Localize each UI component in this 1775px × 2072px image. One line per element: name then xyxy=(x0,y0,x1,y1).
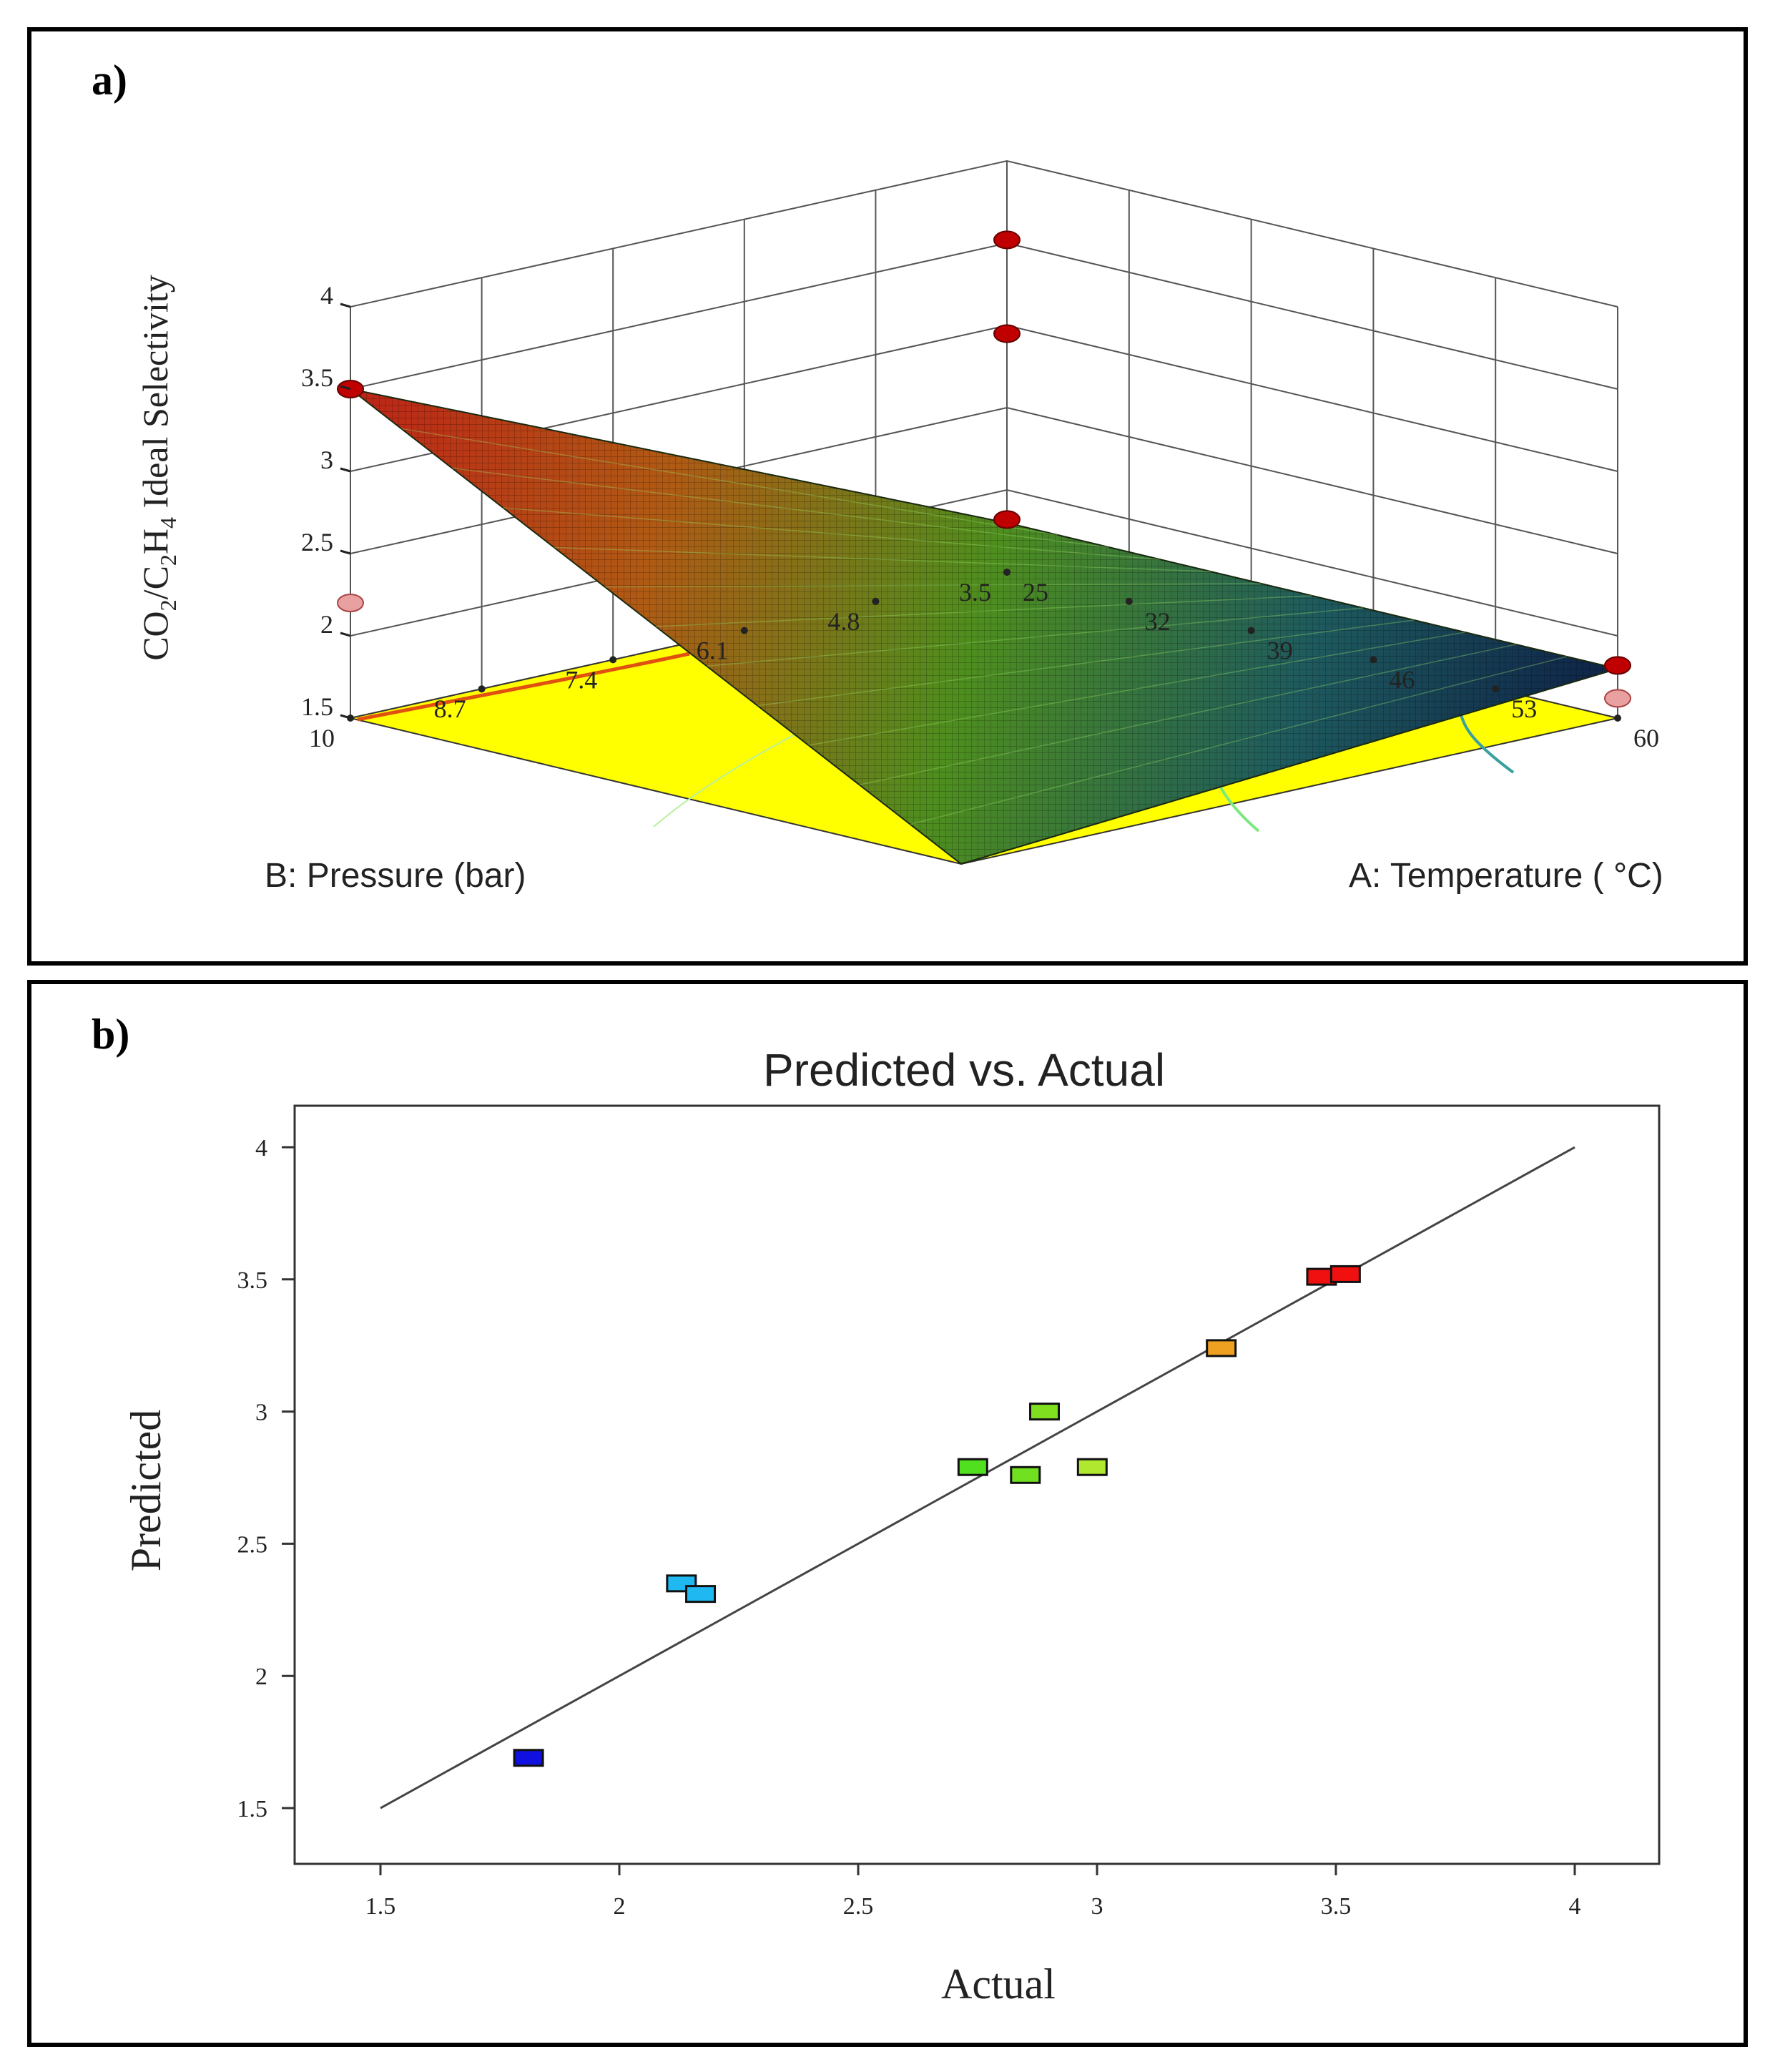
surface-mesh-line xyxy=(707,607,1364,667)
b-tick xyxy=(347,715,354,722)
data-point xyxy=(1076,1458,1108,1476)
data-point xyxy=(1010,1465,1041,1484)
a-tick xyxy=(1614,715,1621,722)
y-tick-label: 2.5 xyxy=(237,1531,268,1558)
b-tick-label: 7.4 xyxy=(565,665,597,694)
surface-mesh-line xyxy=(604,583,1262,588)
points-below-surface xyxy=(337,594,1631,708)
b-tick-label: 8.7 xyxy=(434,694,466,723)
surface-mesh-line xyxy=(554,546,1211,572)
data-point xyxy=(685,1585,717,1604)
surface-mesh-line xyxy=(808,632,1465,746)
x-axis-label: Actual xyxy=(941,1960,1056,2008)
wall-grid-line xyxy=(350,159,1618,308)
a-tick-label: 32 xyxy=(1145,607,1171,636)
data-points xyxy=(513,1265,1361,1767)
a-tick-label: 39 xyxy=(1267,637,1293,665)
a-tick-label: 25 xyxy=(1023,578,1048,607)
a-tick xyxy=(1003,569,1011,576)
design-point xyxy=(993,510,1021,529)
panel-label-a: a) xyxy=(92,57,127,104)
b-tick-label: 10 xyxy=(309,724,335,752)
z-tick xyxy=(340,632,351,637)
data-point xyxy=(957,1458,988,1476)
y-tick-label: 3.5 xyxy=(237,1267,268,1294)
z-tick xyxy=(340,467,351,473)
chart-title: Predicted vs. Actual xyxy=(763,1044,1165,1096)
x-tick-label: 2 xyxy=(614,1893,626,1920)
z-tick-label: 2 xyxy=(320,610,333,639)
a-tick-label: 46 xyxy=(1389,665,1415,694)
x-tick-label: 2.5 xyxy=(843,1893,874,1920)
b-tick xyxy=(740,627,748,634)
z-tick-label: 1.5 xyxy=(301,692,333,721)
z-axis-label: CO2/C2H4 Ideal Selectivity xyxy=(135,275,181,661)
scatter-plot: Predicted vs. Actual 1.5 2 2.5 3 3.5 4 1.5 2 2.5… xyxy=(122,1044,1661,2008)
b-tick-label: 4.8 xyxy=(827,607,860,636)
axis-b-label: B: Pressure (bar) xyxy=(265,857,526,895)
x-tick-label: 1.5 xyxy=(365,1893,396,1920)
a-tick xyxy=(1247,627,1255,634)
design-point xyxy=(1604,689,1631,708)
data-point xyxy=(1029,1403,1061,1421)
design-point xyxy=(337,594,364,612)
surface-plot: 1.5 2 2.5 3 3.5 4 3.5 4.8 6.1 7.4 8.7 10 25 32 39 46 53 6… xyxy=(135,159,1663,895)
surface-mesh-line xyxy=(655,595,1313,627)
axis-ticks: 1.5 2 2.5 3 3.5 4 3.5 4.8 6.1 7.4 8.7 10 25 32 39 46 53 6… xyxy=(301,281,1659,752)
design-point xyxy=(993,230,1021,250)
response-surface xyxy=(350,388,1621,865)
z-tick xyxy=(340,303,351,308)
surface-mesh-line xyxy=(452,467,1109,548)
z-tick-label: 3.5 xyxy=(301,363,333,392)
plot-frame xyxy=(293,1104,1661,1865)
design-point xyxy=(1604,656,1631,675)
a-tick xyxy=(1370,656,1377,664)
y-axis-label: Predicted xyxy=(122,1410,169,1572)
floor-contour xyxy=(357,652,690,722)
axis-a-label: A: Temperature ( °C) xyxy=(1349,857,1663,895)
b-tick-label: 3.5 xyxy=(959,578,991,607)
a-tick-label: 53 xyxy=(1511,694,1537,723)
data-point xyxy=(1329,1265,1361,1283)
panel-a: a) 1.5 2 2.5 3 3.5 4 3.5 4.8 6.1 7.4 8.7 10 25 32 39 46… xyxy=(27,27,1748,966)
data-point xyxy=(513,1749,544,1767)
y-tick-label: 1.5 xyxy=(237,1796,268,1822)
design-point xyxy=(993,324,1021,343)
surface-mesh-line xyxy=(503,507,1160,560)
b-tick xyxy=(478,685,486,693)
axis-ticks: 1.5 2 2.5 3 3.5 4 1.5 2 2.5 3 3.5 4 xyxy=(237,1135,1581,1920)
data-point xyxy=(1206,1339,1237,1357)
b-tick xyxy=(872,597,880,605)
z-tick-label: 2.5 xyxy=(301,528,333,556)
x-tick-label: 4 xyxy=(1569,1893,1581,1920)
b-tick xyxy=(609,656,617,664)
surface-mesh-line xyxy=(757,619,1415,707)
y-tick-label: 4 xyxy=(255,1135,267,1162)
y-tick-label: 3 xyxy=(255,1400,267,1426)
surface-mesh-line xyxy=(859,644,1516,786)
x-tick-label: 3 xyxy=(1091,1893,1103,1920)
b-tick-label: 6.1 xyxy=(697,637,729,665)
y-tick-label: 2 xyxy=(255,1664,267,1690)
a-tick xyxy=(1492,685,1500,693)
a-tick xyxy=(1125,597,1133,605)
surface-mesh xyxy=(350,389,1618,864)
points-above-surface xyxy=(337,230,1631,675)
z-tick xyxy=(340,385,351,391)
x-tick-label: 3.5 xyxy=(1321,1893,1352,1920)
panel-b: b) Predicted vs. Actual 1.5 2 2.5 3 3.5 4 1.5 2… xyxy=(27,980,1748,2047)
panel-label-b: b) xyxy=(92,1011,130,1058)
a-tick-label: 60 xyxy=(1633,724,1659,752)
z-tick-label: 4 xyxy=(320,281,333,310)
reference-line xyxy=(380,1146,1575,1810)
z-tick-label: 3 xyxy=(320,446,333,474)
surface-mesh-line xyxy=(910,656,1568,825)
surface-mesh-line xyxy=(401,428,1058,536)
z-tick xyxy=(340,549,351,555)
